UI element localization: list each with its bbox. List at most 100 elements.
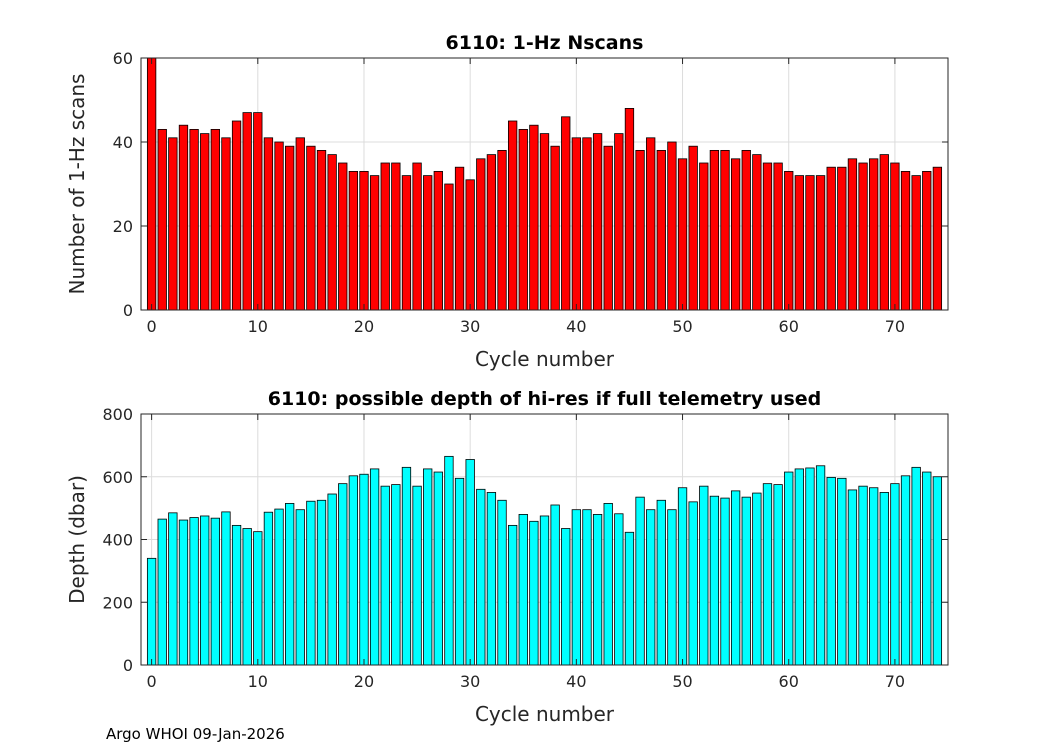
y-tick-label: 40 [113, 133, 133, 152]
bar [210, 517, 220, 666]
bar [932, 166, 943, 311]
bar [274, 508, 284, 666]
x-axis-label: Cycle number [475, 347, 615, 371]
x-tick-label: 30 [460, 672, 480, 691]
x-tick-label: 0 [147, 672, 157, 691]
bar [869, 158, 879, 311]
bar [518, 128, 528, 311]
bar [401, 175, 412, 311]
bar [794, 468, 804, 666]
bar [709, 495, 720, 666]
bar [157, 128, 167, 311]
bar [529, 124, 539, 311]
bar [571, 137, 582, 311]
bar [348, 170, 359, 311]
bar [168, 137, 178, 311]
bar [423, 468, 433, 666]
chart-panel-1: 0 10 20 30 40 50 60 70 0 20 40 60 6110: 1-Hz Nscans C… [65, 32, 949, 371]
bar [189, 517, 199, 666]
bar [635, 149, 645, 311]
bar [242, 112, 252, 311]
bar [380, 162, 390, 311]
bar [784, 170, 794, 311]
y-tick-label: 20 [113, 217, 133, 236]
bar [231, 524, 242, 666]
x-tick-label: 40 [566, 672, 586, 691]
bar [338, 162, 348, 311]
bar [263, 511, 274, 666]
bar [401, 466, 412, 666]
bar [327, 154, 337, 311]
bar [550, 145, 560, 311]
x-axis-label: Cycle number [475, 702, 615, 726]
x-tick-label: 60 [779, 317, 799, 336]
bar [518, 514, 528, 666]
bar [582, 137, 592, 311]
bar [730, 158, 741, 311]
bar [507, 524, 518, 666]
x-tick-label: 0 [147, 317, 157, 336]
bar [476, 158, 486, 311]
bar [221, 511, 231, 666]
bar [200, 133, 210, 311]
chart-panel-2: 0 10 20 30 40 50 60 70 0 200 400 600 800 6110: possib… [65, 388, 949, 726]
y-tick-label: 200 [102, 593, 133, 612]
bar [720, 149, 730, 311]
bar [561, 116, 571, 311]
bar [699, 162, 709, 311]
bar [922, 170, 932, 311]
chart-title: 6110: possible depth of hi-res if full t… [268, 388, 822, 410]
x-tick-label: 10 [248, 672, 268, 691]
bar [837, 166, 847, 311]
bar [741, 149, 751, 311]
bar [306, 500, 316, 666]
bar [497, 499, 507, 666]
bar [677, 158, 688, 311]
bar [359, 473, 369, 666]
bar [454, 477, 465, 666]
axes-frame [140, 57, 949, 311]
bar [295, 137, 305, 311]
bar [348, 475, 359, 666]
bar [444, 455, 454, 666]
bar [762, 483, 773, 666]
bar [231, 120, 242, 311]
bar [253, 531, 263, 666]
bar [847, 158, 858, 311]
bar [826, 476, 836, 666]
bar [879, 154, 889, 311]
bar [423, 175, 433, 311]
bar [476, 488, 486, 666]
bar [677, 487, 688, 666]
bar [210, 128, 220, 311]
bar [614, 513, 624, 666]
bar [688, 145, 698, 311]
bar [380, 485, 390, 666]
bar [306, 145, 316, 311]
bar [146, 57, 157, 311]
bar [784, 471, 794, 666]
bar [900, 170, 911, 311]
bar [253, 112, 263, 311]
bar [858, 162, 868, 311]
y-tick-label: 800 [102, 405, 133, 424]
x-tick-label: 50 [672, 317, 692, 336]
bar [316, 499, 327, 666]
bar [815, 465, 826, 666]
y-tick-label: 0 [123, 656, 133, 675]
bar [603, 503, 613, 666]
bar [327, 493, 337, 666]
x-tick-label: 30 [460, 317, 480, 336]
bar [433, 471, 443, 666]
x-tick-label: 20 [354, 672, 374, 691]
bar [529, 520, 539, 666]
bar [900, 475, 911, 666]
bar [178, 519, 189, 666]
bar [847, 489, 858, 666]
bar [890, 162, 900, 311]
bar [359, 170, 369, 311]
bar [667, 509, 677, 666]
bar [444, 183, 454, 311]
bar [667, 141, 677, 311]
